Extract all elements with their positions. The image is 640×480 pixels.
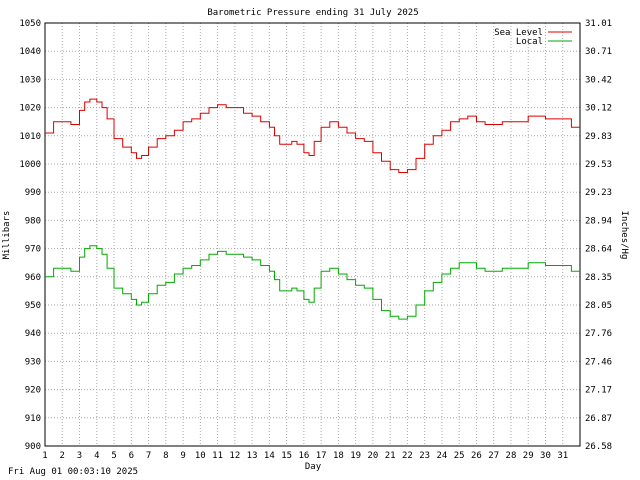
x-tick-label: 1	[42, 451, 47, 461]
y-tick-label-right: 30.12	[585, 104, 612, 114]
x-tick-label: 9	[180, 451, 185, 461]
y-axis-label-left: Millibars	[2, 211, 12, 260]
plot-frame	[44, 22, 581, 447]
y-tick-label-right: 26.87	[585, 414, 612, 424]
y-axis-right: 26.58 26.87 27.17 27.46 27.76 28.05 28.35 28.64…	[585, 19, 612, 452]
legend-label: Local	[516, 37, 543, 47]
y-tick-label-left: 990	[25, 188, 41, 198]
x-tick-label: 30	[540, 451, 551, 461]
series-line-local	[45, 245, 580, 320]
y-tick-label-left: 930	[25, 357, 41, 367]
y-tick-label-right: 28.94	[585, 216, 612, 226]
y-tick-label-right: 27.76	[585, 329, 612, 339]
x-tick-label: 26	[471, 451, 482, 461]
x-tick-label: 25	[454, 451, 465, 461]
x-tick-label: 24	[437, 451, 448, 461]
x-tick-label: 8	[163, 451, 168, 461]
x-tick-label: 31	[557, 451, 568, 461]
x-tick-label: 27	[488, 451, 499, 461]
y-tick-label-right: 30.42	[585, 75, 612, 85]
y-tick-label-right: 29.83	[585, 132, 612, 142]
y-tick-label-left: 980	[25, 216, 41, 226]
y-tick-label-left: 970	[25, 245, 41, 255]
y-tick-label-right: 30.71	[585, 47, 612, 57]
y-tick-label-left: 1010	[19, 132, 41, 142]
legend-label: Sea Level	[494, 28, 543, 38]
y-tick-label-right: 29.23	[585, 188, 612, 198]
x-tick-label: 18	[333, 451, 344, 461]
y-tick-label-right: 27.17	[585, 386, 612, 396]
y-tick-label-right: 31.01	[585, 19, 612, 29]
y-tick-label-left: 1000	[19, 160, 41, 170]
x-tick-label: 23	[419, 451, 430, 461]
y-tick-label-right: 27.46	[585, 357, 612, 367]
y-tick-label-left: 900	[25, 442, 41, 452]
x-tick-label: 19	[350, 451, 361, 461]
y-tick-label-left: 940	[25, 329, 41, 339]
grid	[45, 23, 580, 446]
y-tick-label-left: 910	[25, 414, 41, 424]
x-tick-label: 22	[402, 451, 413, 461]
y-tick-label-left: 960	[25, 273, 41, 283]
x-tick-label: 29	[523, 451, 534, 461]
x-tick-label: 16	[298, 451, 309, 461]
y-tick-label-left: 1030	[19, 75, 41, 85]
y-tick-label-left: 1020	[19, 104, 41, 114]
y-tick-label-right: 26.58	[585, 442, 612, 452]
y-axis-label-right: Inches/Hg	[619, 211, 629, 260]
y-tick-label-right: 28.64	[585, 245, 612, 255]
x-tick-label: 11	[212, 451, 223, 461]
x-tick-label: 20	[367, 451, 378, 461]
x-tick-label: 12	[229, 451, 240, 461]
x-axis-label: Day	[305, 462, 322, 472]
y-tick-label-right: 28.05	[585, 301, 612, 311]
x-tick-label: 14	[264, 451, 275, 461]
chart-title: Barometric Pressure ending 31 July 2025	[207, 8, 418, 18]
x-tick-label: 28	[506, 451, 517, 461]
series-line-sea-level	[45, 98, 580, 173]
x-tick-label: 21	[385, 451, 396, 461]
y-tick-label-left: 1040	[19, 47, 41, 57]
y-tick-label-right: 29.53	[585, 160, 612, 170]
footer-timestamp: Fri Aug 01 00:03:10 2025	[8, 467, 139, 477]
x-tick-label: 5	[111, 451, 116, 461]
x-tick-label: 17	[316, 451, 327, 461]
series-layer	[45, 98, 580, 320]
x-tick-label: 15	[281, 451, 292, 461]
y-tick-label-left: 920	[25, 386, 41, 396]
y-axis-left: 900 910 920 930 940 950 960 970 980 990 1000 1010 10…	[19, 19, 41, 452]
x-tick-label: 13	[247, 451, 258, 461]
x-tick-label: 2	[60, 451, 65, 461]
y-tick-label-left: 950	[25, 301, 41, 311]
x-tick-label: 3	[77, 451, 82, 461]
x-tick-label: 10	[195, 451, 206, 461]
x-tick-label: 4	[94, 451, 99, 461]
x-tick-label: 6	[129, 451, 134, 461]
y-tick-label-right: 28.35	[585, 273, 612, 283]
x-axis: 1 2 3 4 5 6 7 8 9 10 11 12 13 14 15 16 17 18 19 20 21 22 23 24 2…	[42, 451, 568, 461]
y-tick-label-left: 1050	[19, 19, 41, 29]
x-tick-label: 7	[146, 451, 151, 461]
